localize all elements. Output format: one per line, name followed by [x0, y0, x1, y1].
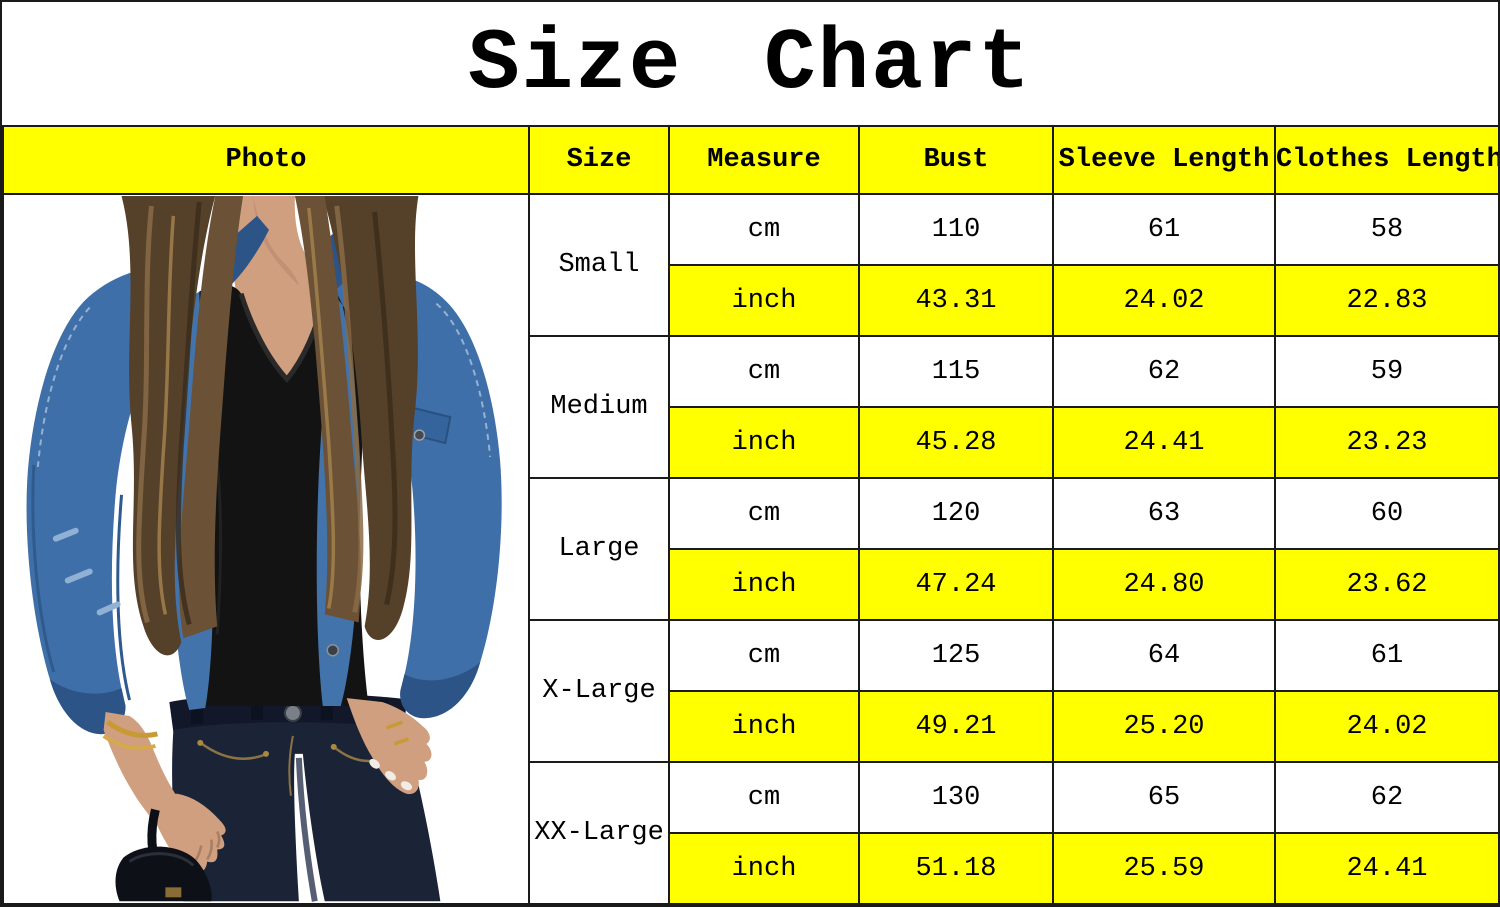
measure-unit: cm [668, 193, 860, 266]
model-photo-illustration [5, 196, 527, 902]
size-label: Large [528, 477, 670, 621]
measure-unit: cm [668, 619, 860, 692]
sleeve-value: 62 [1052, 335, 1276, 408]
sleeve-value: 64 [1052, 619, 1276, 692]
sleeve-value: 24.80 [1052, 548, 1276, 621]
header-sleeve-length: Sleeve Length [1052, 125, 1276, 195]
clothes-value: 23.23 [1274, 406, 1500, 479]
bust-value: 130 [858, 761, 1054, 834]
header-size: Size [528, 125, 670, 195]
black-handbag [115, 808, 212, 902]
model-right-hand [346, 698, 432, 795]
size-label: XX-Large [528, 761, 670, 905]
bust-value: 51.18 [858, 832, 1054, 905]
bust-value: 47.24 [858, 548, 1054, 621]
gold-bracelet [106, 720, 158, 739]
table-row: inch 49.21 25.20 24.02 [3, 690, 1500, 763]
table-row: Large cm 120 63 60 [3, 477, 1500, 621]
measure-unit: inch [668, 548, 860, 621]
clothes-value: 23.62 [1274, 548, 1500, 621]
header-row: Photo Size Measure Bust Sleeve Length Cl… [2, 125, 1500, 195]
bust-value: 125 [858, 619, 1054, 692]
model-photo [2, 193, 530, 905]
header-bust: Bust [858, 125, 1054, 195]
bust-value: 110 [858, 193, 1054, 266]
size-label: Small [528, 193, 670, 337]
size-label: Medium [528, 335, 670, 479]
jacket-distressed-rips [52, 528, 121, 616]
model-hair [121, 196, 419, 656]
table-row: inch 43.31 24.02 22.83 [3, 264, 1500, 337]
sleeve-value: 24.41 [1052, 406, 1276, 479]
bust-value: 115 [858, 335, 1054, 408]
page-title: Size Chart [467, 14, 1033, 113]
clothes-value: 60 [1274, 477, 1500, 550]
table-row: X-Large cm 125 64 61 [3, 619, 1500, 763]
size-chart-table: Photo Size Measure Bust Sleeve Length Cl… [2, 125, 1500, 905]
table-row: inch 45.28 24.41 23.23 [3, 406, 1500, 479]
bust-value: 120 [858, 477, 1054, 550]
sleeve-value: 25.20 [1052, 690, 1276, 763]
gold-bracelet [102, 734, 157, 751]
bust-value: 43.31 [858, 264, 1054, 337]
clothes-value: 62 [1274, 761, 1500, 834]
measure-unit: inch [668, 832, 860, 905]
size-label: X-Large [528, 619, 670, 763]
title-bar: Size Chart [2, 2, 1498, 125]
gold-ring [385, 720, 410, 746]
measure-unit: cm [668, 761, 860, 834]
table-row: inch 51.18 25.59 24.41 [3, 832, 1500, 905]
table-row: Medium cm 115 62 59 [3, 335, 1500, 479]
clothes-value: 24.02 [1274, 690, 1500, 763]
sleeve-value: 65 [1052, 761, 1276, 834]
table-row: inch 47.24 24.80 23.62 [3, 548, 1500, 621]
table-row: Small cm 110 61 58 [2, 193, 1500, 905]
clothes-value: 61 [1274, 619, 1500, 692]
clothes-value: 58 [1274, 193, 1500, 266]
model-left-hand [102, 712, 226, 873]
sleeve-value: 24.02 [1052, 264, 1276, 337]
measure-unit: cm [668, 477, 860, 550]
clothes-value: 22.83 [1274, 264, 1500, 337]
bust-value: 49.21 [858, 690, 1054, 763]
jeans-button [283, 704, 302, 723]
measure-unit: inch [668, 690, 860, 763]
header-photo: Photo [2, 125, 530, 195]
header-clothes-length: Clothes Length [1274, 125, 1500, 195]
sleeve-value: 63 [1052, 477, 1276, 550]
clothes-value: 24.41 [1274, 832, 1500, 905]
table-row: XX-Large cm 130 65 62 [3, 761, 1500, 905]
sleeve-value: 25.59 [1052, 832, 1276, 905]
clothes-value: 59 [1274, 335, 1500, 408]
sleeve-value: 61 [1052, 193, 1276, 266]
header-measure: Measure [668, 125, 860, 195]
bust-value: 45.28 [858, 406, 1054, 479]
handbag-buckle [165, 887, 182, 898]
measure-unit: inch [668, 406, 860, 479]
measure-unit: cm [668, 335, 860, 408]
measure-unit: inch [668, 264, 860, 337]
